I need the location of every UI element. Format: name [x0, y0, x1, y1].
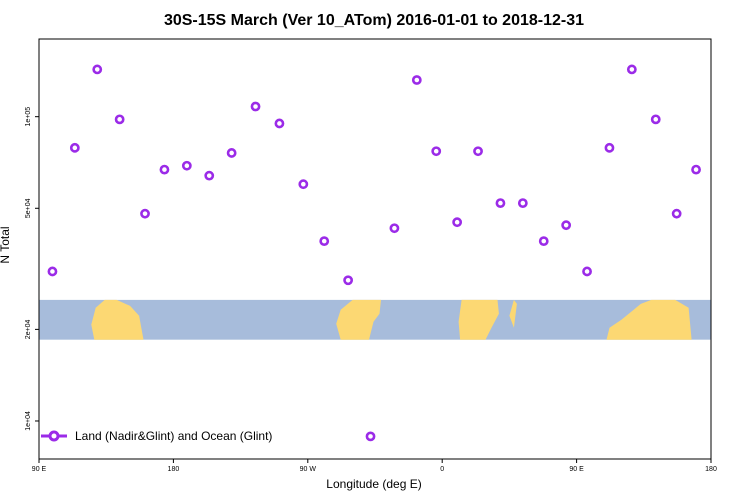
data-point: [650, 114, 661, 125]
data-point: [626, 64, 637, 75]
plot-frame: [38, 38, 712, 460]
land-masses: [91, 299, 692, 340]
land-mass-5: [606, 299, 692, 340]
data-point: [389, 223, 400, 234]
data-point: [298, 179, 309, 190]
data-point: [181, 160, 192, 171]
data-point: [671, 208, 682, 219]
data-point: [250, 101, 261, 112]
data-point: [92, 64, 103, 75]
y-tick-label: 1e+04: [25, 411, 32, 431]
x-tick-label: 90 E: [32, 466, 47, 473]
x-tick-label: 0: [440, 466, 444, 473]
x-tick-label: 90 E: [569, 466, 584, 473]
data-point: [604, 142, 615, 153]
y-axis: 1e+04 2e+04 5e+04 1e+05: [25, 107, 39, 431]
map-band: [39, 299, 711, 340]
data-point: [47, 266, 58, 277]
data-point: [495, 198, 506, 209]
data-point: [365, 431, 376, 442]
data-point: [159, 164, 170, 175]
x-axis: 90 E 180 90 W 0 90 E 180: [32, 459, 717, 473]
legend-entry: Land (Nadir&Glint) and Ocean (Glint): [75, 429, 272, 443]
x-tick-label: 90 W: [300, 466, 317, 473]
x-tick-label: 180: [168, 466, 180, 473]
chart-title: 30S-15S March (Ver 10_ATom) 2016-01-01 t…: [164, 12, 584, 29]
y-tick-label: 5e+04: [25, 198, 32, 218]
y-tick-label: 2e+04: [25, 319, 32, 339]
land-mass-1: [91, 299, 144, 340]
land-mass-4: [509, 299, 517, 328]
x-axis-label: Longitude (deg E): [326, 477, 421, 491]
data-point: [204, 170, 215, 181]
data-point: [114, 114, 125, 125]
legend: Land (Nadir&Glint) and Ocean (Glint): [41, 429, 272, 443]
data-point: [411, 75, 422, 85]
data-point: [69, 142, 80, 153]
data-point: [517, 198, 528, 209]
y-axis-label: N Total: [0, 226, 12, 263]
legend-marker-swatch: [48, 430, 60, 442]
data-point: [473, 146, 483, 157]
y-tick-label: 1e+05: [25, 107, 32, 127]
data-point: [431, 146, 442, 157]
land-mass-3: [458, 299, 499, 340]
data-point: [452, 217, 463, 228]
data-point: [226, 148, 237, 158]
data-point: [140, 208, 150, 219]
x-tick-label: 180: [705, 466, 717, 473]
data-point: [691, 164, 701, 175]
data-point: [538, 236, 549, 247]
data-point: [319, 236, 330, 247]
data-point: [582, 266, 592, 277]
data-point: [274, 118, 285, 129]
land-mass-2: [336, 299, 381, 340]
data-point: [561, 220, 572, 231]
data-series: [47, 64, 701, 442]
data-point: [343, 275, 354, 286]
